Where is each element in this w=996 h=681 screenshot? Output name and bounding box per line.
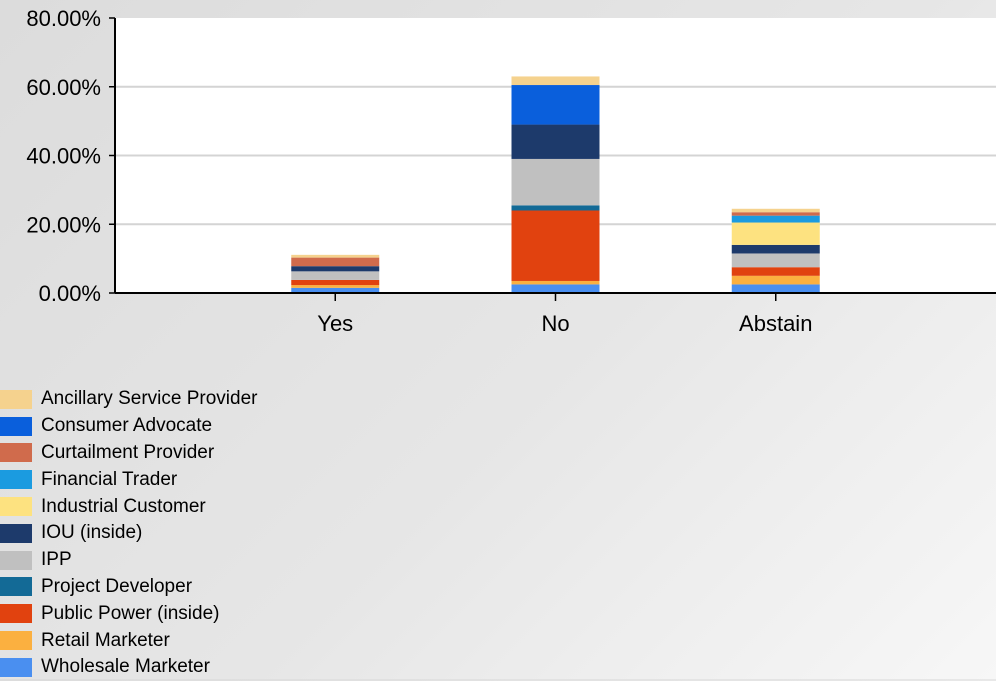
y-tick-label: 80.00% — [26, 6, 101, 31]
bar-segment — [731, 267, 820, 276]
legend-label: Project Developer — [41, 575, 193, 597]
axes — [114, 18, 996, 301]
legend-swatch — [0, 604, 32, 624]
legend-label: Curtailment Provider — [41, 441, 215, 463]
y-tick-label: 0.00% — [39, 281, 101, 306]
legend-item: Curtailment Provider — [0, 440, 257, 467]
bar-segment — [511, 284, 600, 293]
legend-swatch — [0, 389, 32, 409]
bar-segment — [511, 76, 600, 86]
bar-segment — [511, 210, 600, 281]
bar-segment — [731, 275, 820, 285]
legend-swatch — [0, 577, 32, 597]
legend-label: Consumer Advocate — [41, 415, 213, 437]
legend: Ancillary Service Provider Consumer Advoc… — [0, 386, 257, 681]
legend-label: Retail Marketer — [41, 629, 170, 651]
y-tick-label: 40.00% — [26, 144, 101, 169]
bar-segment — [291, 279, 380, 286]
x-tick-label: Abstain — [739, 311, 812, 336]
bar-stacks — [291, 76, 820, 293]
bar-segment — [511, 124, 600, 159]
legend-label: Wholesale Marketer — [41, 656, 210, 678]
x-tick-label: No — [541, 311, 569, 336]
x-tick-labels: Yes No Abstain — [317, 311, 812, 336]
bar-segment — [511, 158, 600, 206]
legend-label: Financial Trader — [41, 468, 178, 490]
bar-segment — [731, 253, 820, 268]
legend-swatch — [0, 657, 32, 677]
bar-segment — [731, 284, 820, 293]
x-tick-label: Yes — [317, 311, 353, 336]
legend-swatch — [0, 523, 32, 543]
bar-segment — [731, 215, 820, 223]
legend-item: Consumer Advocate — [0, 413, 257, 440]
legend-label: Public Power (inside) — [41, 602, 220, 624]
legend-swatch — [0, 416, 32, 436]
legend-item: Industrial Customer — [0, 493, 257, 520]
y-tick-label: 60.00% — [26, 75, 101, 100]
legend-swatch — [0, 497, 32, 517]
bar-segment — [291, 285, 380, 288]
legend-item: IPP — [0, 547, 257, 574]
legend-item: IOU (inside) — [0, 520, 257, 547]
legend-item: Project Developer — [0, 574, 257, 601]
bar-segment — [731, 222, 820, 245]
legend-item: Ancillary Service Provider — [0, 386, 257, 413]
legend-item: Wholesale Marketer — [0, 654, 257, 681]
legend-swatch — [0, 470, 32, 490]
legend-label: IOU (inside) — [41, 522, 143, 544]
legend-item: Retail Marketer — [0, 627, 257, 654]
legend-label: Industrial Customer — [41, 495, 206, 517]
bar-segment — [731, 212, 820, 216]
legend-item: Public Power (inside) — [0, 600, 257, 627]
bar-segment — [511, 280, 600, 285]
bar-segment — [291, 254, 380, 258]
bar-segment — [731, 244, 820, 254]
legend-label: Ancillary Service Provider — [41, 388, 258, 410]
legend-label: IPP — [41, 549, 72, 571]
bar-segment — [291, 257, 380, 267]
legend-item: Financial Trader — [0, 466, 257, 493]
bar-segment — [291, 266, 380, 272]
legend-swatch — [0, 631, 32, 651]
bar-segment — [511, 205, 600, 211]
legend-swatch — [0, 443, 32, 463]
bar-segment — [291, 287, 380, 293]
bar-segment — [731, 208, 820, 213]
bar-segment — [291, 271, 380, 280]
bar-segment — [511, 85, 600, 125]
y-tick-labels: 0.00% 20.00% 40.00% 60.00% 80.00% — [26, 6, 101, 306]
y-tick-label: 20.00% — [26, 212, 101, 237]
legend-swatch — [0, 550, 32, 570]
